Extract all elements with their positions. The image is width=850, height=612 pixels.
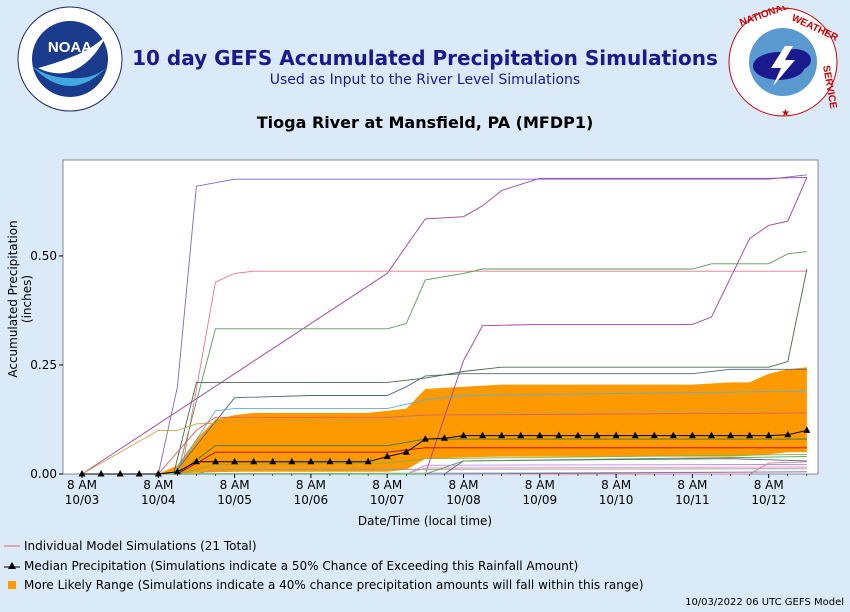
x-tick-label: 10/10 bbox=[599, 493, 634, 507]
median-marker bbox=[707, 431, 715, 439]
x-tick-label: 8 AM bbox=[143, 478, 173, 492]
median-marker bbox=[784, 430, 792, 438]
x-tick-label: 8 AM bbox=[296, 478, 326, 492]
legend-median-label: Median Precipitation (Simulations indica… bbox=[24, 559, 579, 573]
simulation-line bbox=[82, 268, 808, 475]
y-tick-label: 0.00 bbox=[30, 467, 57, 481]
median-marker bbox=[574, 431, 582, 439]
y-tick-label: 0.50 bbox=[30, 249, 57, 263]
x-tick-label: 8 AM bbox=[372, 478, 402, 492]
model-run-footer: 10/03/2022 06 UTC GEFS Model bbox=[685, 597, 844, 608]
simulation-line bbox=[81, 390, 808, 475]
median-marker bbox=[803, 426, 811, 433]
median-marker bbox=[288, 457, 296, 465]
median-marker bbox=[192, 457, 200, 465]
x-axis-label: Date/Time (local time) bbox=[357, 514, 493, 528]
median-marker bbox=[746, 431, 754, 439]
median-marker bbox=[154, 470, 162, 477]
median-marker bbox=[765, 431, 773, 439]
median-marker bbox=[97, 470, 105, 477]
median-marker bbox=[593, 431, 601, 439]
median-marker bbox=[440, 434, 448, 441]
median-marker bbox=[460, 431, 467, 439]
page-title: 10 day GEFS Accumulated Precipitation Si… bbox=[132, 46, 718, 70]
nws-logo: NATIONAL WEATHER SERVICE ★ bbox=[728, 6, 840, 118]
median-marker bbox=[326, 457, 334, 465]
median-marker bbox=[402, 448, 410, 455]
median-marker bbox=[212, 457, 220, 465]
x-tick-label: 8 AM bbox=[67, 478, 97, 492]
x-tick-label: 10/06 bbox=[294, 493, 329, 507]
x-tick-label: 8 AM bbox=[220, 478, 250, 492]
legend-individual-label: Individual Model Simulations (21 Total) bbox=[24, 539, 257, 553]
median-marker bbox=[669, 431, 677, 439]
median-marker bbox=[555, 431, 563, 439]
median-marker bbox=[688, 431, 696, 439]
legend-individual: Individual Model Simulations (21 Total) bbox=[4, 539, 257, 553]
likely-range-band bbox=[82, 367, 807, 474]
x-tick-label: 10/12 bbox=[751, 493, 786, 507]
median-marker bbox=[498, 431, 506, 439]
median-marker bbox=[231, 457, 239, 465]
x-tick-label: 10/05 bbox=[217, 493, 252, 507]
median-marker bbox=[250, 457, 258, 465]
x-tick-label: 10/09 bbox=[523, 493, 558, 507]
median-marker bbox=[612, 431, 620, 439]
x-tick-label: 8 AM bbox=[601, 478, 631, 492]
chart-title: Tioga River at Mansfield, PA (MFDP1) bbox=[256, 113, 594, 132]
x-tick-label: 10/11 bbox=[675, 493, 710, 507]
median-marker bbox=[727, 431, 735, 439]
median-marker bbox=[631, 431, 639, 439]
y-axis-label: Accumulated Precipitation (inches) bbox=[6, 220, 34, 378]
x-tick-label: 8 AM bbox=[448, 478, 478, 492]
legend-individual-swatch bbox=[4, 540, 20, 552]
legend-range: More Likely Range (Simulations indicate … bbox=[4, 578, 644, 592]
simulation-line bbox=[82, 270, 807, 475]
median-marker bbox=[307, 457, 315, 465]
noaa-logo-text: NOAA bbox=[48, 39, 92, 56]
median-marker bbox=[383, 452, 391, 460]
legend-range-label: More Likely Range (Simulations indicate … bbox=[24, 578, 644, 592]
simulation-line bbox=[81, 176, 807, 475]
legend-median: Median Precipitation (Simulations indica… bbox=[4, 559, 578, 573]
legend-range-swatch bbox=[4, 579, 20, 591]
y-tick-label: 0.25 bbox=[30, 358, 57, 372]
median-marker bbox=[173, 467, 181, 475]
median-marker bbox=[536, 431, 544, 439]
x-tick-label: 10/08 bbox=[446, 493, 481, 507]
median-marker bbox=[116, 470, 124, 477]
median-marker bbox=[421, 435, 429, 442]
simulation-line bbox=[82, 177, 808, 475]
x-tick-label: 8 AM bbox=[677, 478, 707, 492]
page-subtitle: Used as Input to the River Level Simulat… bbox=[269, 72, 581, 88]
median-marker bbox=[135, 470, 143, 477]
median-marker bbox=[345, 457, 353, 465]
median-marker bbox=[78, 470, 86, 477]
x-tick-label: 10/04 bbox=[141, 493, 176, 507]
simulation-line bbox=[82, 390, 807, 475]
median-marker bbox=[650, 431, 658, 439]
x-tick-label: 10/03 bbox=[65, 493, 100, 507]
x-tick-label: 8 AM bbox=[754, 478, 784, 492]
median-marker bbox=[479, 431, 487, 439]
svg-text:★: ★ bbox=[781, 108, 790, 118]
median-marker bbox=[269, 457, 277, 465]
legend-median-swatch bbox=[4, 560, 20, 572]
x-tick-label: 8 AM bbox=[525, 478, 555, 492]
noaa-logo: NOAA bbox=[17, 6, 123, 112]
median-marker bbox=[517, 431, 525, 439]
simulation-line bbox=[82, 251, 807, 475]
x-tick-label: 10/07 bbox=[370, 493, 405, 507]
median-marker bbox=[364, 457, 372, 465]
